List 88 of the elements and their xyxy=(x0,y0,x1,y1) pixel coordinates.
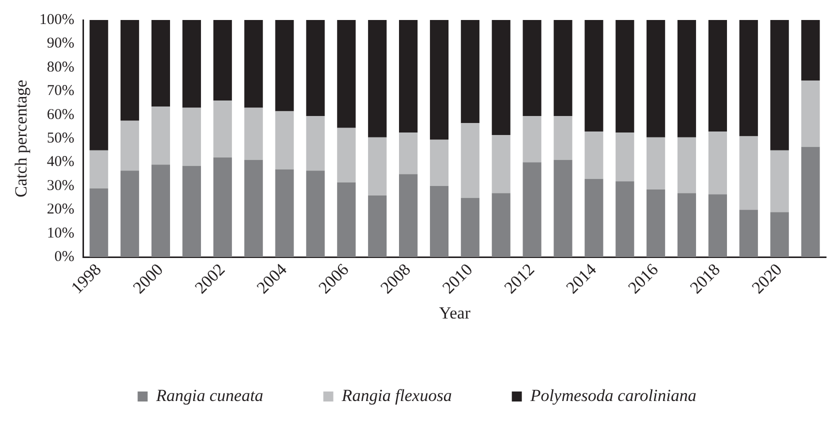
bar xyxy=(368,195,387,258)
bar xyxy=(801,80,820,147)
bar xyxy=(430,186,449,258)
bar xyxy=(182,108,201,166)
bar xyxy=(584,20,604,132)
bar xyxy=(739,136,758,210)
bar xyxy=(554,20,572,116)
bar xyxy=(337,182,356,258)
bar xyxy=(646,137,666,190)
bar xyxy=(584,178,604,258)
y-tick-label: 20% xyxy=(46,202,74,218)
bar xyxy=(120,170,140,258)
y-tick-label: 10% xyxy=(46,225,74,242)
bar xyxy=(244,108,263,160)
y-tick-label: 0% xyxy=(54,249,74,266)
bar xyxy=(213,100,232,158)
bar xyxy=(554,160,572,258)
bar xyxy=(244,20,263,108)
bar xyxy=(677,193,696,258)
bar xyxy=(90,20,108,150)
bar xyxy=(368,137,387,196)
y-tick-label: 60% xyxy=(46,106,74,123)
bar xyxy=(584,131,604,179)
bar xyxy=(708,131,727,194)
bar xyxy=(460,20,480,124)
bar xyxy=(306,170,325,258)
bar xyxy=(337,128,356,182)
bar xyxy=(120,120,140,171)
y-tick-label: 100% xyxy=(39,12,74,28)
legend-label: Rangia cuneata xyxy=(155,386,264,405)
bar xyxy=(801,20,820,80)
bar xyxy=(554,116,572,160)
legend-label: Polymesoda caroliniana xyxy=(529,386,696,405)
bar xyxy=(399,174,418,258)
bar xyxy=(430,140,449,186)
bar xyxy=(306,116,325,171)
bar xyxy=(460,123,480,198)
bar xyxy=(492,20,510,136)
bar xyxy=(244,160,263,258)
bar xyxy=(739,20,758,136)
bar xyxy=(182,166,201,258)
bar xyxy=(739,210,758,258)
bar xyxy=(770,150,789,212)
bar xyxy=(616,132,634,182)
bar xyxy=(151,20,170,107)
bar xyxy=(430,20,449,140)
bar xyxy=(275,169,294,258)
bar xyxy=(677,20,696,138)
bar xyxy=(677,137,696,194)
bar xyxy=(522,116,542,162)
bar xyxy=(368,20,387,138)
bar xyxy=(770,20,789,150)
y-tick-label: 50% xyxy=(46,130,74,147)
bar xyxy=(399,132,418,174)
y-tick-label: 30% xyxy=(46,178,74,194)
y-axis-title: Catch percentage xyxy=(12,80,31,198)
bar xyxy=(151,164,170,258)
bar xyxy=(646,20,666,138)
bar xyxy=(90,150,108,188)
bar xyxy=(182,20,201,108)
bar xyxy=(522,162,542,258)
y-tick-label: 80% xyxy=(46,59,74,76)
bar xyxy=(492,193,510,258)
legend-label: Rangia flexuosa xyxy=(340,386,452,405)
y-tick-label: 40% xyxy=(46,154,74,170)
bar xyxy=(151,106,170,165)
bar xyxy=(522,20,542,116)
bar xyxy=(306,20,325,116)
x-axis-title: Year xyxy=(439,303,471,322)
bar xyxy=(646,190,666,258)
bar xyxy=(337,20,356,128)
bar xyxy=(213,20,232,101)
bar xyxy=(708,20,727,132)
bar xyxy=(770,212,789,258)
bar xyxy=(275,111,294,170)
y-tick-label: 70% xyxy=(46,83,74,100)
bar xyxy=(616,20,634,133)
bar xyxy=(616,181,634,258)
bar xyxy=(492,135,510,194)
bar xyxy=(708,194,727,258)
bar xyxy=(275,20,294,112)
bar xyxy=(120,20,140,121)
bar xyxy=(90,188,108,258)
bar xyxy=(213,158,232,258)
y-tick-label: 90% xyxy=(46,36,74,52)
bar xyxy=(801,146,820,258)
bar xyxy=(399,20,418,133)
bar xyxy=(460,198,480,258)
